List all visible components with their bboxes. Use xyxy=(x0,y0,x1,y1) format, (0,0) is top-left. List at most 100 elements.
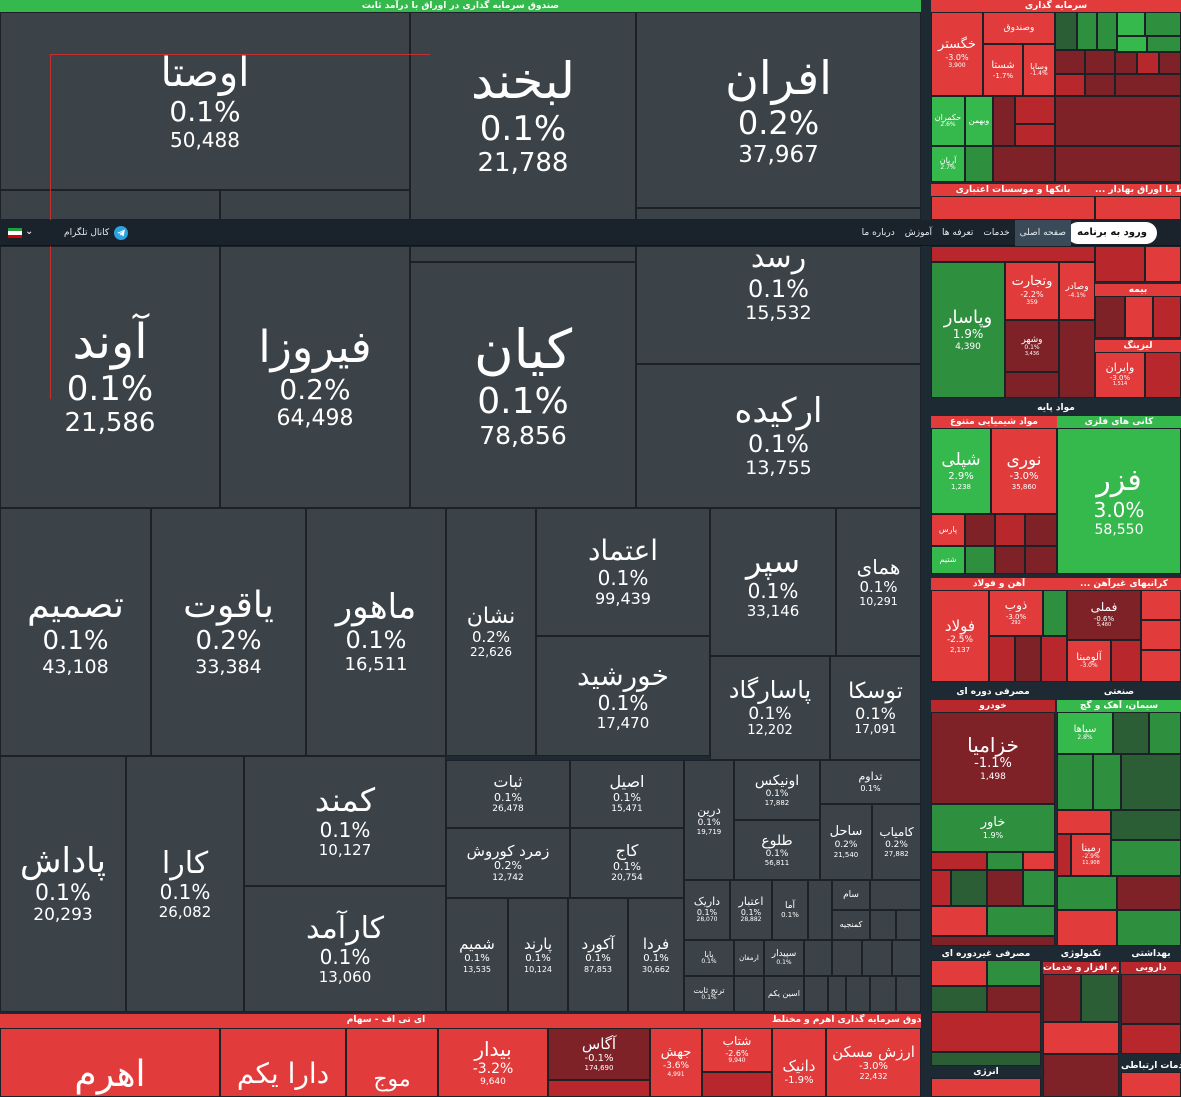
treemap-tile-arzesh-maskan[interactable]: ارزش مسکن -3.0% 22,432 xyxy=(826,1028,921,1097)
treemap-tile-mort-top[interactable] xyxy=(1095,196,1181,220)
treemap-tile-small-l[interactable] xyxy=(846,976,870,1012)
treemap-tile-energy-a[interactable] xyxy=(931,1078,1041,1097)
treemap-tile-mort-b[interactable] xyxy=(1145,246,1181,282)
treemap-tile-inv-d[interactable] xyxy=(1117,12,1145,36)
treemap-tile-auto-d[interactable] xyxy=(931,870,951,906)
treemap-tile-kian[interactable]: کیان 0.1% 78,856 xyxy=(410,262,636,508)
treemap-tile-ind-a[interactable] xyxy=(1057,810,1111,834)
treemap-tile-tolou[interactable]: طلوع 0.1% 56,811 xyxy=(734,820,820,880)
treemap-tile-sabat[interactable]: ثبات 0.1% 26,478 xyxy=(446,760,570,828)
treemap-tile-nonmetal-b[interactable] xyxy=(1141,590,1181,620)
treemap-tile-firouza[interactable]: فیروزا 0.2% 64,498 xyxy=(220,246,410,508)
treemap-tile-kamanjiyeh[interactable]: کمنجیه xyxy=(832,910,870,940)
treemap-tile-inv-s[interactable] xyxy=(1055,96,1181,146)
treemap-tile-bank-top[interactable] xyxy=(931,196,1095,220)
treemap-tile-inv-e[interactable] xyxy=(1145,12,1181,36)
login-button[interactable]: ورود به برنامه xyxy=(1067,222,1157,244)
treemap-tile-ind-c[interactable] xyxy=(1111,810,1181,840)
treemap-tile-auto-g[interactable] xyxy=(1023,870,1055,906)
treemap-tile-armaghan[interactable]: ارمغان xyxy=(734,940,764,976)
treemap-tile-bank-a[interactable] xyxy=(1005,372,1059,398)
treemap-tile-ind-e[interactable] xyxy=(1057,876,1117,910)
treemap-tile-cem-a[interactable] xyxy=(1057,754,1093,810)
treemap-tile-mort-a[interactable] xyxy=(1095,246,1145,282)
treemap-tile-tech-c[interactable] xyxy=(1043,1022,1119,1054)
nav-link-home[interactable]: صفحه اصلی xyxy=(1014,220,1071,246)
treemap-tile-small-k[interactable] xyxy=(828,976,846,1012)
treemap-tile-inv-l[interactable] xyxy=(1159,52,1181,74)
treemap-tile-inv-h[interactable] xyxy=(1055,50,1085,74)
treemap-tile-inv-j[interactable] xyxy=(1115,52,1137,74)
treemap-tile-auto-e[interactable] xyxy=(951,870,987,906)
treemap-tile-agas-sub[interactable] xyxy=(548,1080,650,1097)
treemap-tile-small-a[interactable] xyxy=(808,880,832,940)
treemap-tile-lease-a[interactable] xyxy=(1145,352,1181,398)
treemap-tile-homay[interactable]: همای 0.1% 10,291 xyxy=(836,508,921,656)
treemap-tile-ind-b[interactable] xyxy=(1057,834,1071,876)
treemap-tile-inv-c[interactable] xyxy=(1097,12,1117,50)
treemap-tile-ins-a[interactable] xyxy=(1095,296,1125,338)
treemap-tile-inv-u[interactable] xyxy=(993,146,1055,182)
treemap-tile-kamyab[interactable]: کامیاب 0.2% 27,882 xyxy=(872,804,921,880)
treemap-tile-danik[interactable]: دانیک -1.9% xyxy=(772,1028,826,1097)
treemap-tile-small-b[interactable] xyxy=(870,880,921,910)
treemap-tile-ncy-b[interactable] xyxy=(987,960,1041,986)
treemap-tile-ncy-d[interactable] xyxy=(987,986,1041,1012)
treemap-tile-tech-b[interactable] xyxy=(1081,974,1119,1022)
treemap-tile-toska[interactable]: توسکا 0.1% 17,091 xyxy=(830,656,921,760)
treemap-tile-avand[interactable]: آوند 0.1% 21,586 xyxy=(0,246,220,508)
treemap-tile-zomorod[interactable]: زمرد کوروش 0.2% 12,742 xyxy=(446,828,570,898)
treemap-tile-telecom-a[interactable] xyxy=(1121,1072,1181,1097)
treemap-tile-auto-b[interactable] xyxy=(987,852,1023,870)
treemap-tile-fameli[interactable]: فملی -0.6% 5,480 xyxy=(1067,590,1141,640)
treemap-tile-rasad[interactable]: رسد 0.1% 15,532 xyxy=(636,246,921,364)
treemap-tile-sepaha[interactable]: سپاها 2.8% xyxy=(1057,712,1113,754)
treemap-tile-vsader[interactable]: وصادر -4.1% xyxy=(1059,262,1095,320)
treemap-tile-kian-sub[interactable] xyxy=(410,246,636,262)
treemap-tile-nonmetal-c[interactable] xyxy=(1141,620,1181,650)
treemap-tile-steel-a[interactable] xyxy=(1043,590,1067,636)
treemap-tile-chem-e[interactable] xyxy=(995,546,1025,574)
treemap-tile-vtejarat[interactable]: وتجارت -2.2% 359 xyxy=(1005,262,1059,320)
treemap-tile-shamim[interactable]: شمیم 0.1% 13,535 xyxy=(446,898,508,1012)
treemap-tile-toranj[interactable]: ترنج ثابت 0.1% xyxy=(684,976,734,1012)
treemap-tile-afran-sub[interactable] xyxy=(636,208,921,220)
treemap-tile-vbahman[interactable]: وبهمن xyxy=(965,96,993,146)
treemap-tile-ncy-a[interactable] xyxy=(931,960,987,986)
treemap-tile-ahrom[interactable]: اهرم xyxy=(0,1028,220,1097)
treemap-tile-akord[interactable]: آکورد 0.1% 87,853 xyxy=(568,898,628,1012)
treemap-tile-inv-a[interactable] xyxy=(1055,12,1077,50)
treemap-tile-cem-b[interactable] xyxy=(1093,754,1121,810)
treemap-tile-small-e[interactable] xyxy=(804,940,832,976)
treemap-tile-drug-a[interactable] xyxy=(1121,974,1181,1024)
treemap-tile-inv-m[interactable] xyxy=(1055,74,1085,96)
treemap-tile-inv-k[interactable] xyxy=(1137,52,1159,74)
treemap-tile-chem-c[interactable] xyxy=(1025,514,1057,546)
treemap-tile-owsta[interactable]: اوصتا 0.1% 50,488 xyxy=(0,12,410,190)
treemap-tile-cem-d[interactable] xyxy=(1149,712,1181,754)
treemap-tile-chem-f[interactable] xyxy=(1025,546,1057,574)
treemap-tile-vesandogh[interactable]: وصندوق xyxy=(983,12,1055,44)
treemap-tile-zob[interactable]: ذوب -3.0% 292 xyxy=(989,590,1043,636)
treemap-tile-small-h[interactable] xyxy=(892,940,921,976)
treemap-tile-mowj[interactable]: موج xyxy=(346,1028,438,1097)
treemap-tile-bidar[interactable]: بیدار -3.2% 9,640 xyxy=(438,1028,548,1097)
treemap-tile-auto-c[interactable] xyxy=(1023,852,1055,870)
nav-link-education[interactable]: آموزش xyxy=(904,228,933,238)
treemap-tile-khavar[interactable]: خاور 1.9% xyxy=(931,804,1055,852)
treemap-tile-ncy-f[interactable] xyxy=(931,1052,1041,1066)
treemap-tile-padash[interactable]: پاداش 0.1% 20,293 xyxy=(0,756,126,1012)
treemap-tile-mahour[interactable]: ماهور 0.1% 16,511 xyxy=(306,508,446,756)
treemap-tile-inv-q[interactable] xyxy=(1015,96,1055,124)
treemap-tile-nonmetal-d[interactable] xyxy=(1141,650,1181,682)
treemap-tile-chem-b[interactable] xyxy=(995,514,1025,546)
treemap-tile-kaj[interactable]: کاج 0.1% 20,754 xyxy=(570,828,684,898)
treemap-tile-small-f[interactable] xyxy=(832,940,862,976)
treemap-tile-dara-yekom[interactable]: دارا یکم xyxy=(220,1028,346,1097)
treemap-tile-tadavom[interactable]: تداوم 0.1% xyxy=(820,760,921,804)
treemap-tile-inv-n[interactable] xyxy=(1085,74,1115,96)
treemap-tile-chem-d[interactable] xyxy=(965,546,995,574)
treemap-tile-tasmim[interactable]: تصمیم 0.1% 43,108 xyxy=(0,508,151,756)
treemap-tile-arian[interactable]: آریان 2.7% xyxy=(931,146,965,182)
treemap-tile-afran[interactable]: افران 0.2% 37,967 xyxy=(636,12,921,208)
